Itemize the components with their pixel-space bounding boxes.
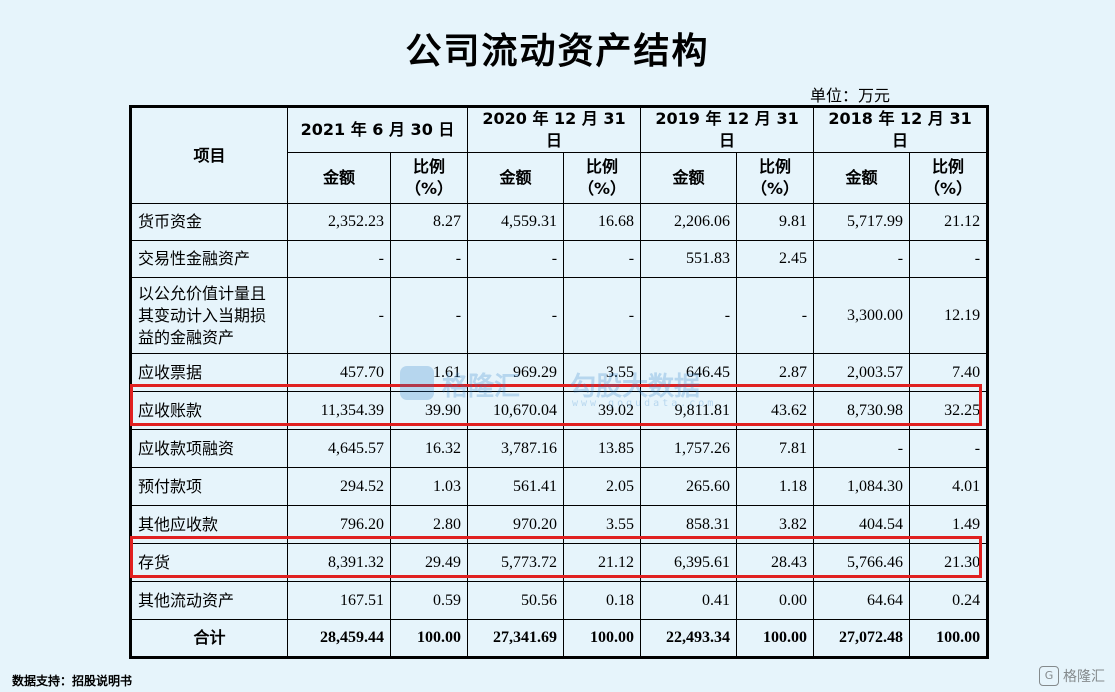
table-row: 货币资金 2,352.23 8.27 4,559.31 16.68 2,206.… (130, 203, 989, 241)
total-amount: 28,459.44 (287, 619, 391, 658)
ratio-header: 比例 （%） (389, 152, 469, 204)
cell-ratio: 2.45 (736, 240, 815, 278)
cell-amount: - (813, 429, 911, 468)
table-row: 交易性金融资产 - - - - 551.83 2.45 - - (130, 240, 989, 278)
cell-amount: 3,300.00 (813, 277, 911, 354)
row-label: 以公允价值计量且其变动计入当期损益的金融资产 (130, 277, 288, 354)
cell-ratio: - (563, 277, 642, 354)
cell-ratio: 21.12 (909, 203, 989, 241)
cell-ratio: - (563, 240, 642, 278)
cell-ratio: - (909, 429, 989, 468)
period-header: 2018 年 12 月 31 日 (813, 106, 989, 153)
row-label: 货币资金 (130, 203, 288, 241)
unit-note: 单位：万元 (810, 86, 891, 105)
total-label: 合计 (130, 619, 288, 658)
amount-header: 金额 (640, 152, 738, 204)
total-amount: 27,072.48 (813, 619, 911, 658)
data-source-note: 数据支持：招股说明书 (12, 674, 133, 688)
cell-amount: 0.41 (640, 581, 738, 620)
cell-ratio: 1.03 (389, 467, 469, 506)
cell-amount: - (640, 277, 738, 354)
cell-amount: 265.60 (640, 467, 738, 506)
cell-ratio: 4.01 (909, 467, 989, 506)
cell-amount: 1,084.30 (813, 467, 911, 506)
cell-amount: - (813, 240, 911, 278)
total-amount: 27,341.69 (467, 619, 565, 658)
page-title: 公司流动资产结构 (405, 31, 710, 72)
cell-amount: 64.64 (813, 581, 911, 620)
cell-amount: - (287, 277, 391, 354)
cell-amount: 551.83 (640, 240, 738, 278)
total-ratio: 100.00 (736, 619, 815, 658)
cell-ratio: 8.27 (389, 203, 469, 241)
row-label: 交易性金融资产 (130, 240, 288, 278)
cell-ratio: 7.81 (736, 429, 815, 468)
period-header: 2021 年 6 月 30 日 (286, 106, 469, 153)
cell-ratio: 2.05 (563, 467, 642, 506)
cell-ratio: 0.59 (389, 581, 469, 620)
cell-amount: 4,559.31 (467, 203, 565, 241)
cell-amount: 2,206.06 (640, 203, 738, 241)
amount-header: 金额 (813, 152, 911, 204)
item-header: 项目 (130, 106, 288, 204)
cell-ratio: - (909, 240, 989, 278)
cell-ratio: - (736, 277, 815, 354)
brand-name: 格隆汇 (1063, 669, 1105, 685)
cell-ratio: 1.18 (736, 467, 815, 506)
cell-amount: 5,717.99 (813, 203, 911, 241)
period-header: 2020 年 12 月 31 日 (467, 106, 642, 153)
current-assets-table: 项目 2021 年 6 月 30 日 2020 年 12 月 31 日 2019… (129, 105, 990, 659)
table-row: 预付款项 294.52 1.03 561.41 2.05 265.60 1.18… (130, 467, 989, 506)
cell-amount: 167.51 (287, 581, 391, 620)
amount-header: 金额 (467, 152, 565, 204)
cell-amount: 1,757.26 (640, 429, 738, 468)
total-ratio: 100.00 (389, 619, 469, 658)
ratio-header: 比例 （%） (563, 152, 642, 204)
total-ratio: 100.00 (563, 619, 642, 658)
ratio-header: 比例 （%） (736, 152, 815, 204)
table-row: 以公允价值计量且其变动计入当期损益的金融资产 - - - - - - 3,300… (130, 277, 989, 354)
row-label: 应收款项融资 (130, 429, 288, 468)
total-ratio: 100.00 (909, 619, 989, 658)
table-row: 其他流动资产 167.51 0.59 50.56 0.18 0.41 0.00 … (130, 581, 989, 620)
cell-ratio: 9.81 (736, 203, 815, 241)
cell-ratio: 16.68 (563, 203, 642, 241)
table-row: 应收款项融资 4,645.57 16.32 3,787.16 13.85 1,7… (130, 429, 989, 468)
highlight-box-receivables (130, 384, 982, 426)
footer-brand: G 格隆汇 (1039, 666, 1105, 686)
row-label: 其他流动资产 (130, 581, 288, 620)
cell-ratio: 12.19 (909, 277, 989, 354)
cell-amount: - (287, 240, 391, 278)
cell-ratio: 0.18 (563, 581, 642, 620)
highlight-box-inventory (130, 536, 982, 578)
cell-amount: 3,787.16 (467, 429, 565, 468)
cell-amount: - (467, 240, 565, 278)
header-row-metrics: 金额 比例 （%） 金额 比例 （%） 金额 比例 （%） 金额 比例 （%） (131, 152, 989, 204)
cell-ratio: 13.85 (563, 429, 642, 468)
row-label: 预付款项 (130, 467, 288, 506)
cell-ratio: 0.24 (909, 581, 989, 620)
cell-amount: 294.52 (287, 467, 391, 506)
cell-amount: 50.56 (467, 581, 565, 620)
brand-logo-icon: G (1039, 666, 1059, 686)
amount-header: 金额 (287, 152, 391, 204)
cell-amount: 4,645.57 (287, 429, 391, 468)
cell-amount: 561.41 (467, 467, 565, 506)
cell-ratio: - (389, 240, 469, 278)
total-row: 合计 28,459.44 100.00 27,341.69 100.00 22,… (130, 619, 989, 658)
cell-ratio: 16.32 (389, 429, 469, 468)
cell-amount: - (467, 277, 565, 354)
cell-ratio: - (389, 277, 469, 354)
ratio-header: 比例 （%） (909, 152, 989, 204)
cell-ratio: 0.00 (736, 581, 815, 620)
header-row-periods: 项目 2021 年 6 月 30 日 2020 年 12 月 31 日 2019… (130, 106, 989, 204)
cell-amount: 2,352.23 (287, 203, 391, 241)
period-header: 2019 年 12 月 31 日 (640, 106, 815, 153)
total-amount: 22,493.34 (640, 619, 738, 658)
